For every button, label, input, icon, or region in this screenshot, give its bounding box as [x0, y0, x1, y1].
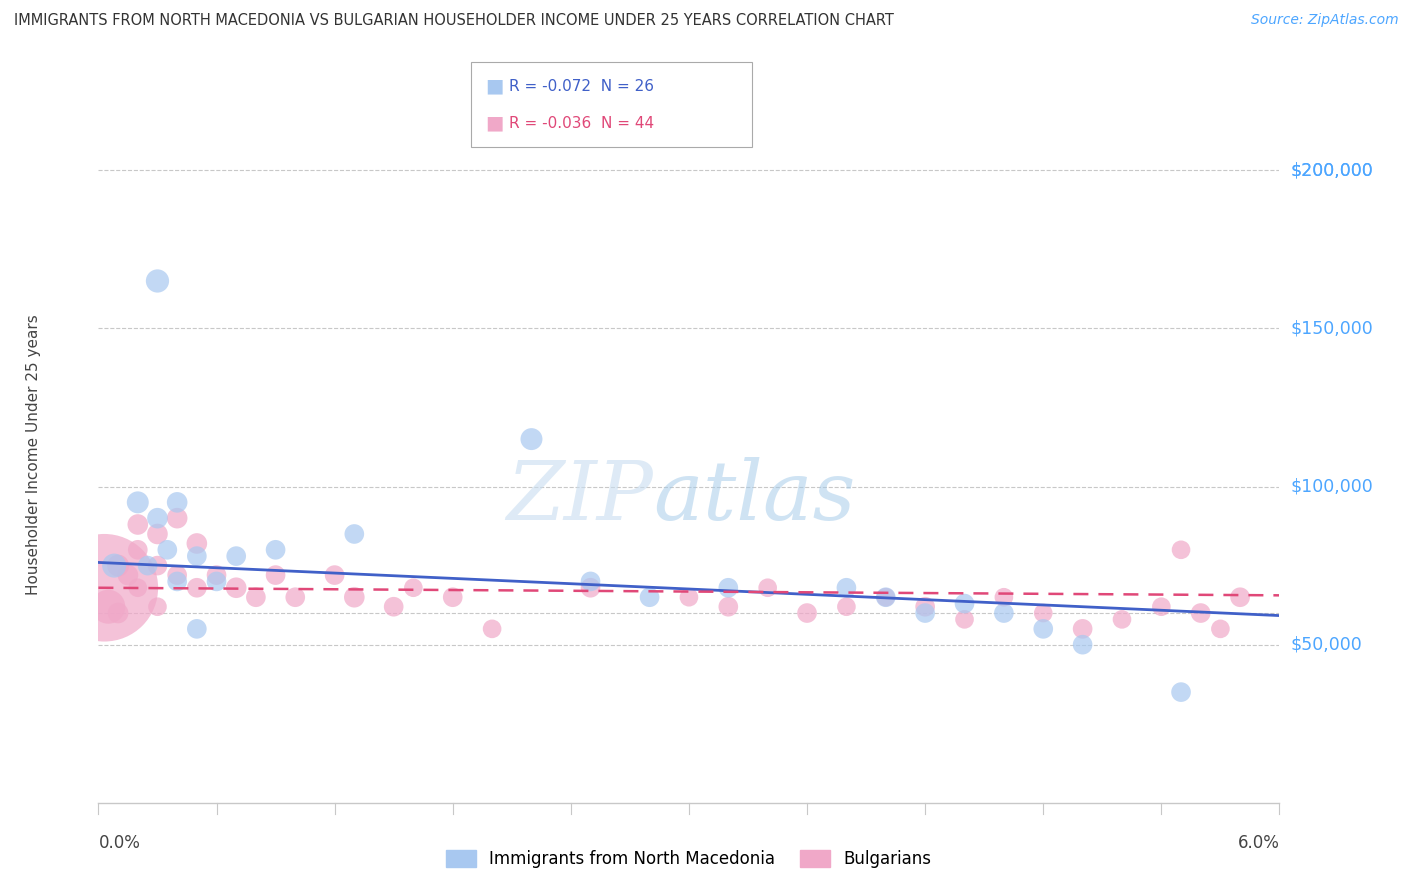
Point [127, 517, 149, 532]
Text: R = -0.036  N = 44: R = -0.036 N = 44 [509, 116, 654, 131]
Text: ■: ■ [485, 114, 503, 133]
Point [186, 536, 208, 550]
Text: Householder Income Under 25 years: Householder Income Under 25 years [25, 315, 41, 595]
Text: ■: ■ [485, 77, 503, 95]
Point [914, 599, 936, 614]
Point [264, 568, 287, 582]
Text: $200,000: $200,000 [1291, 161, 1374, 179]
Point [205, 568, 228, 582]
Point [953, 612, 976, 626]
Point [796, 606, 818, 620]
Point [441, 591, 464, 605]
Point [156, 542, 179, 557]
Point [717, 599, 740, 614]
Text: ZIP: ZIP [506, 457, 654, 537]
Text: R = -0.072  N = 26: R = -0.072 N = 26 [509, 78, 654, 94]
Point [166, 574, 188, 589]
Point [245, 591, 267, 605]
Point [117, 568, 139, 582]
Legend: Immigrants from North Macedonia, Bulgarians: Immigrants from North Macedonia, Bulgari… [440, 843, 938, 874]
Point [146, 558, 169, 573]
Point [638, 591, 661, 605]
Point [107, 558, 129, 573]
Point [1170, 685, 1192, 699]
Text: $200,000: $200,000 [1291, 161, 1374, 179]
Point [875, 591, 897, 605]
Point [186, 549, 208, 563]
Point [264, 542, 287, 557]
Point [323, 568, 346, 582]
Point [481, 622, 503, 636]
Point [343, 591, 366, 605]
Text: 6.0%: 6.0% [1237, 834, 1279, 852]
Point [1189, 606, 1212, 620]
Text: 0.0%: 0.0% [98, 834, 141, 852]
Point [579, 581, 602, 595]
Point [127, 542, 149, 557]
Point [93, 581, 115, 595]
Point [186, 622, 208, 636]
Point [914, 606, 936, 620]
Point [343, 527, 366, 541]
Point [993, 606, 1015, 620]
Point [127, 495, 149, 509]
Point [103, 558, 125, 573]
Point [146, 274, 169, 288]
Point [678, 591, 700, 605]
Point [1209, 622, 1232, 636]
Point [835, 599, 858, 614]
Point [1071, 622, 1094, 636]
Point [225, 549, 247, 563]
Point [1170, 542, 1192, 557]
Point [1229, 591, 1251, 605]
Point [186, 581, 208, 595]
Point [1032, 622, 1054, 636]
Point [97, 599, 120, 614]
Point [875, 591, 897, 605]
Point [1032, 606, 1054, 620]
Point [136, 558, 159, 573]
Point [166, 495, 188, 509]
Point [717, 581, 740, 595]
Point [166, 511, 188, 525]
Point [146, 511, 169, 525]
Point [993, 591, 1015, 605]
Text: Source: ZipAtlas.com: Source: ZipAtlas.com [1251, 13, 1399, 28]
Point [579, 574, 602, 589]
Point [1150, 599, 1173, 614]
Text: $100,000: $100,000 [1291, 477, 1374, 496]
Point [146, 527, 169, 541]
Point [953, 597, 976, 611]
Point [520, 432, 543, 446]
Point [166, 568, 188, 582]
Point [756, 581, 779, 595]
Point [107, 606, 129, 620]
Point [402, 581, 425, 595]
Point [146, 599, 169, 614]
Point [205, 574, 228, 589]
Point [1071, 638, 1094, 652]
Point [835, 581, 858, 595]
Point [127, 581, 149, 595]
Point [284, 591, 307, 605]
Text: atlas: atlas [654, 457, 856, 537]
Text: $150,000: $150,000 [1291, 319, 1374, 337]
Point [382, 599, 405, 614]
Text: $50,000: $50,000 [1291, 636, 1362, 654]
Point [1111, 612, 1133, 626]
Text: IMMIGRANTS FROM NORTH MACEDONIA VS BULGARIAN HOUSEHOLDER INCOME UNDER 25 YEARS C: IMMIGRANTS FROM NORTH MACEDONIA VS BULGA… [14, 13, 894, 29]
Point [225, 581, 247, 595]
